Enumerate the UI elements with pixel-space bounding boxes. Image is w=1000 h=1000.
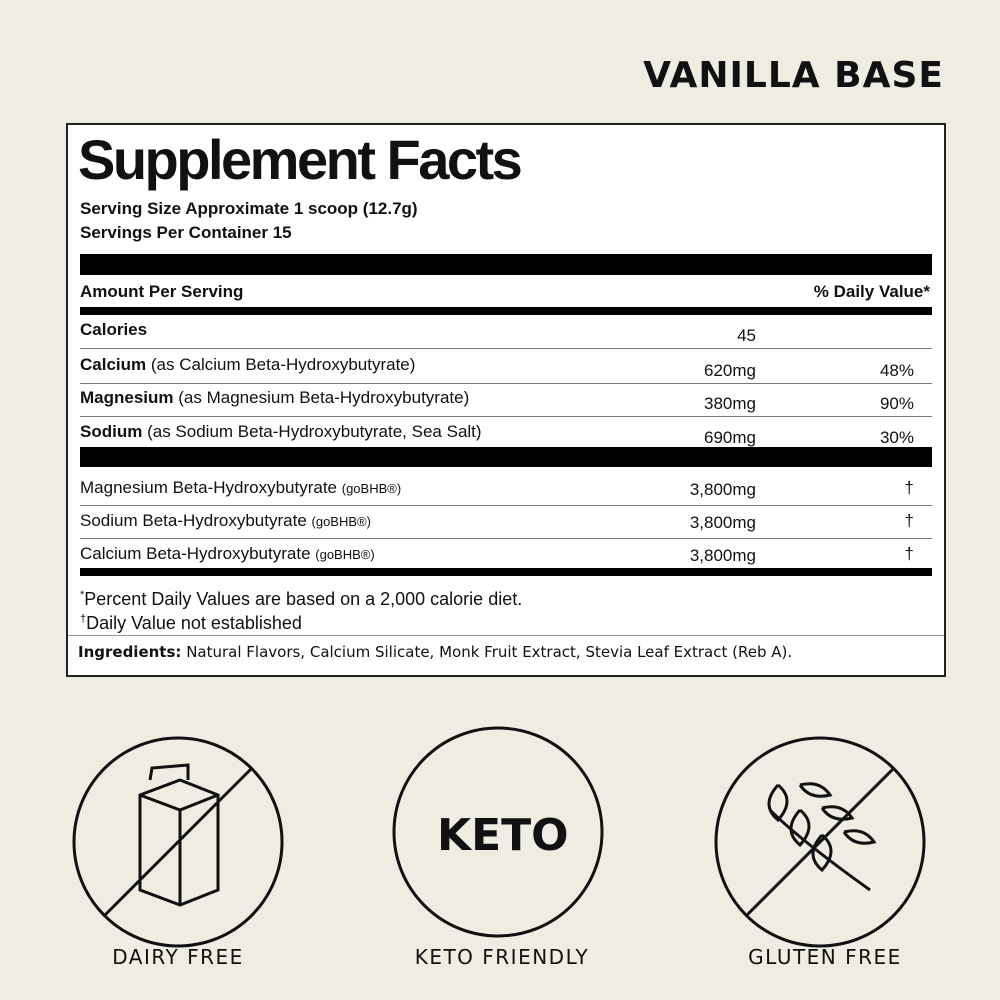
facts-title: Supplement Facts [78, 128, 523, 191]
ingredient-tag: (goBHB®) [315, 547, 375, 562]
nutrient-name: Sodium (as Sodium Beta-Hydroxybutyrate, … [80, 422, 482, 442]
rule [68, 635, 944, 636]
nutrient: Sodium [80, 422, 143, 441]
ingredients-text: Natural Flavors, Calcium Silicate, Monk … [186, 643, 793, 661]
ingredient-name: Calcium Beta-Hydroxybutyrate (goBHB®) [80, 544, 375, 565]
footnote-text: Daily Value not established [86, 613, 302, 633]
facts-panel: Supplement Facts Serving Size Approximat… [66, 123, 946, 677]
footnote: *Percent Daily Values are based on a 2,0… [80, 585, 522, 609]
rule [80, 254, 932, 275]
nutrient: Magnesium [80, 388, 174, 407]
footnote-mark: † [80, 613, 87, 625]
keto-icon-text: KETO [437, 810, 569, 861]
amount: 3,800mg [689, 546, 756, 565]
daily-value: 30% [879, 428, 914, 447]
rule [80, 568, 932, 576]
nutrient-detail: (as Sodium Beta-Hydroxybutyrate, Sea Sal… [147, 422, 482, 441]
rule [80, 505, 932, 506]
daily-value: † [904, 544, 914, 563]
daily-value: † [904, 478, 914, 497]
amount: 380mg [704, 394, 756, 413]
ingredient-name: Sodium Beta-Hydroxybutyrate (goBHB®) [80, 511, 371, 532]
badge-label: KETO FRIENDLY [414, 945, 590, 969]
nutrient-detail: (as Calcium Beta-Hydroxybutyrate) [150, 355, 416, 374]
footnote-mark: * [80, 589, 85, 601]
amount: 690mg [704, 428, 756, 447]
badge-label: GLUTEN FREE [748, 945, 902, 969]
amount: 3,800mg [689, 480, 756, 499]
nutrient: Calcium [80, 355, 147, 374]
dv-header: % Daily Value* [813, 282, 930, 301]
nutrient-name: Calcium (as Calcium Beta-Hydroxybutyrate… [80, 355, 415, 375]
ingredient: Magnesium Beta-Hydroxybutyrate [80, 478, 338, 497]
ingredients: Ingredients: Natural Flavors, Calcium Si… [78, 643, 792, 661]
servings-per-container: Servings Per Container 15 [80, 223, 292, 242]
header-title: VANILLA BASE [643, 55, 944, 96]
amount: 620mg [704, 361, 756, 380]
ingredients-label: Ingredients: [78, 643, 182, 661]
nutrient-detail: (as Magnesium Beta-Hydroxybutyrate) [178, 388, 470, 407]
badges-art [72, 726, 926, 948]
serving-size: Serving Size Approximate 1 scoop (12.7g) [80, 199, 418, 218]
rule [80, 416, 932, 417]
amount: 3,800mg [689, 513, 756, 532]
ingredient-name: Magnesium Beta-Hydroxybutyrate (goBHB®) [80, 478, 401, 499]
rule [80, 307, 932, 315]
rule [80, 383, 932, 384]
badge-label: DAIRY FREE [112, 945, 244, 969]
daily-value: 90% [879, 394, 914, 413]
ingredient: Calcium Beta-Hydroxybutyrate [80, 544, 311, 563]
nutrient-name: Magnesium (as Magnesium Beta-Hydroxybuty… [80, 388, 469, 408]
daily-value: † [904, 511, 914, 530]
ingredient-tag: (goBHB®) [341, 481, 402, 496]
amount-header: Amount Per Serving [80, 282, 244, 301]
rule [80, 538, 932, 539]
rule [80, 348, 932, 349]
amount: 45 [737, 326, 756, 345]
rule [80, 447, 932, 467]
footnote: †Daily Value not established [80, 609, 302, 633]
footnote-text: Percent Daily Values are based on a 2,00… [84, 589, 523, 609]
daily-value: 48% [879, 361, 914, 380]
ingredient-tag: (goBHB®) [311, 514, 371, 529]
nutrient: Calories [80, 320, 148, 339]
ingredient: Sodium Beta-Hydroxybutyrate [80, 511, 307, 530]
nutrient-name: Calories [80, 320, 147, 340]
